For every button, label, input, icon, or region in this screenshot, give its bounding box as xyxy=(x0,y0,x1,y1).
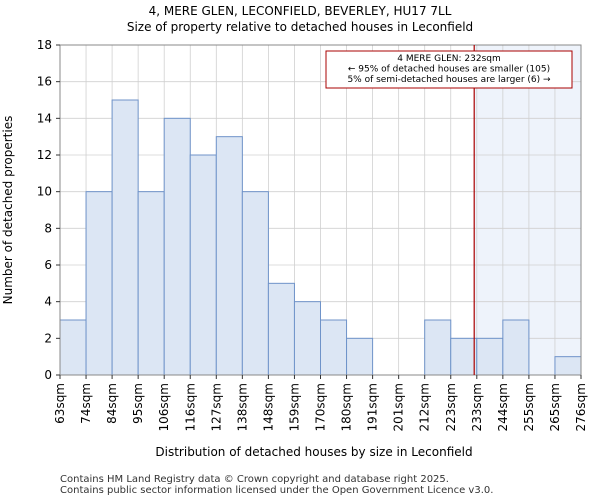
bar-233sqm xyxy=(476,337,504,376)
footer-line-2: Contains public sector information licen… xyxy=(60,485,493,496)
x-tick-label-244sqm: 244sqm xyxy=(496,383,510,431)
x-tick-label-223sqm: 223sqm xyxy=(444,383,458,431)
bar-180sqm xyxy=(346,337,374,376)
y-tick-label-10: 10 xyxy=(37,185,52,199)
bar-212sqm xyxy=(424,319,452,376)
x-tick-label-191sqm: 191sqm xyxy=(366,383,380,431)
y-tick-label-12: 12 xyxy=(37,148,52,162)
x-tick-label-63sqm: 63sqm xyxy=(53,383,67,424)
footer-line-1: Contains HM Land Registry data © Crown c… xyxy=(60,474,449,485)
marker-annotation-line-1: 4 MERE GLEN: 232sqm xyxy=(397,54,501,64)
marker-annotation-box xyxy=(325,50,573,89)
bar-127sqm xyxy=(215,136,243,376)
x-tick-label-138sqm: 138sqm xyxy=(235,383,249,431)
bar-95sqm xyxy=(137,191,165,376)
x-tick-label-180sqm: 180sqm xyxy=(340,383,354,431)
x-tick-label-233sqm: 233sqm xyxy=(470,383,484,431)
y-tick-label-0: 0 xyxy=(44,368,52,382)
x-tick-label-265sqm: 265sqm xyxy=(548,383,562,431)
y-tick-label-4: 4 xyxy=(44,295,52,309)
x-tick-label-148sqm: 148sqm xyxy=(261,383,275,431)
bar-223sqm xyxy=(450,337,478,376)
x-tick-label-84sqm: 84sqm xyxy=(105,383,119,424)
x-axis-label: Distribution of detached houses by size … xyxy=(155,445,472,459)
y-tick-label-6: 6 xyxy=(44,258,52,272)
bar-159sqm xyxy=(293,301,322,376)
y-tick-label-8: 8 xyxy=(44,221,52,235)
chart-title-line-2: Size of property relative to detached ho… xyxy=(127,20,473,34)
y-tick-label-18: 18 xyxy=(37,38,52,52)
y-tick-label-2: 2 xyxy=(44,331,52,345)
chart-title-line-1: 4, MERE GLEN, LECONFIELD, BEVERLEY, HU17… xyxy=(149,4,452,18)
marker-annotation-line-3: 5% of semi-detached houses are larger (6… xyxy=(347,75,551,85)
x-tick-label-74sqm: 74sqm xyxy=(79,383,93,424)
bar-265sqm xyxy=(554,356,582,376)
bar-244sqm xyxy=(502,319,530,376)
x-tick-label-116sqm: 116sqm xyxy=(183,383,197,431)
y-tick-label-16: 16 xyxy=(37,75,52,89)
y-axis-label: Number of detached properties xyxy=(1,116,15,305)
x-tick-label-95sqm: 95sqm xyxy=(131,383,145,424)
bar-84sqm xyxy=(111,99,139,376)
marker-annotation-line-2: ← 95% of detached houses are smaller (10… xyxy=(348,65,550,75)
x-tick-label-276sqm: 276sqm xyxy=(574,383,588,431)
x-tick-label-170sqm: 170sqm xyxy=(314,383,328,431)
x-tick-label-201sqm: 201sqm xyxy=(392,383,406,431)
x-tick-label-255sqm: 255sqm xyxy=(522,383,536,431)
bar-116sqm xyxy=(189,154,217,376)
bar-106sqm xyxy=(163,117,191,376)
bar-148sqm xyxy=(267,282,295,376)
bar-74sqm xyxy=(85,191,113,376)
x-tick-label-159sqm: 159sqm xyxy=(287,383,301,431)
x-tick-label-127sqm: 127sqm xyxy=(209,383,223,431)
x-tick-label-212sqm: 212sqm xyxy=(418,383,432,431)
bar-63sqm xyxy=(59,319,87,376)
y-tick-label-14: 14 xyxy=(37,111,52,125)
bar-138sqm xyxy=(241,191,269,376)
x-tick-label-106sqm: 106sqm xyxy=(157,383,171,431)
bar-170sqm xyxy=(320,319,348,376)
